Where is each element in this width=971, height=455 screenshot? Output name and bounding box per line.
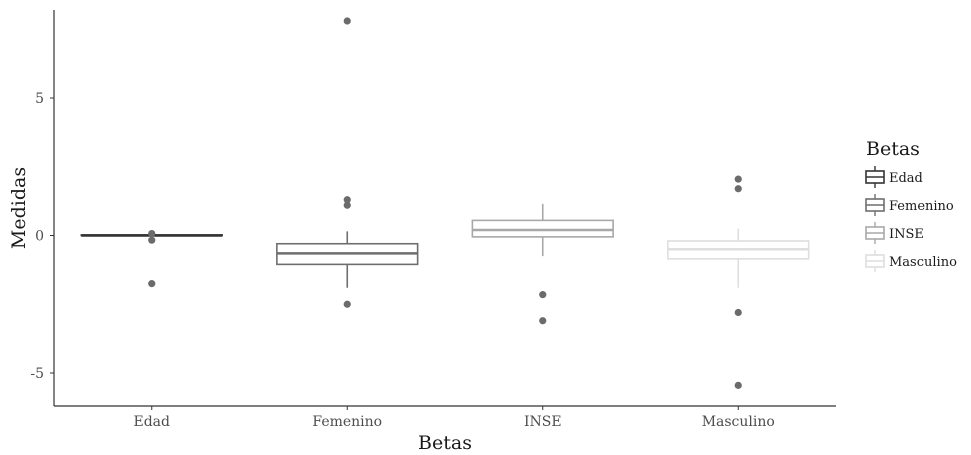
x-axis-title: Betas bbox=[418, 432, 472, 454]
legend-label: Edad bbox=[889, 171, 923, 186]
legend-label: Masculino bbox=[889, 255, 957, 270]
y-axis-title: Medidas bbox=[8, 167, 30, 249]
legend: Betas Edad Femenino INSE Masculino bbox=[865, 138, 957, 272]
legend-label: INSE bbox=[889, 227, 924, 242]
box-iqr bbox=[471, 219, 614, 238]
plot-area: -5 0 5 Edad Femenino INSE Masculino bbox=[30, 10, 836, 430]
y-axis-ticks: -5 0 5 bbox=[30, 91, 54, 382]
box-group-edad bbox=[80, 229, 223, 288]
x-tick-label: INSE bbox=[524, 414, 562, 430]
outlier-point bbox=[734, 185, 742, 193]
y-tick-label: 5 bbox=[35, 91, 44, 107]
outlier-point bbox=[539, 291, 547, 299]
box-group-masculino bbox=[667, 175, 810, 389]
outlier-point bbox=[734, 308, 742, 317]
x-tick-label: Femenino bbox=[312, 414, 382, 430]
outlier-point bbox=[343, 196, 351, 204]
x-tick-label: Masculino bbox=[702, 414, 775, 430]
outlier-point bbox=[734, 381, 742, 389]
chart-marks bbox=[80, 17, 810, 389]
y-tick-label: -5 bbox=[30, 366, 44, 382]
outlier-point bbox=[148, 236, 156, 244]
legend-item-femenino: Femenino bbox=[865, 194, 954, 216]
y-tick-label: 0 bbox=[35, 229, 44, 245]
box-group-femenino bbox=[276, 17, 419, 308]
legend-item-masculino: Masculino bbox=[865, 250, 957, 272]
x-tick-label: Edad bbox=[134, 414, 171, 430]
x-axis-ticks: Edad Femenino INSE Masculino bbox=[134, 406, 775, 430]
outlier-point bbox=[343, 17, 351, 25]
outlier-point bbox=[148, 280, 156, 288]
outlier-point bbox=[343, 300, 351, 308]
legend-label: Femenino bbox=[889, 199, 954, 214]
legend-title: Betas bbox=[866, 138, 920, 160]
outlier-point bbox=[734, 175, 742, 183]
legend-item-inse: INSE bbox=[865, 222, 924, 244]
box-group-inse bbox=[471, 203, 614, 325]
outlier-point bbox=[148, 229, 156, 238]
legend-item-edad: Edad bbox=[865, 166, 923, 188]
outlier-point bbox=[343, 201, 351, 209]
outlier-point bbox=[539, 317, 547, 325]
